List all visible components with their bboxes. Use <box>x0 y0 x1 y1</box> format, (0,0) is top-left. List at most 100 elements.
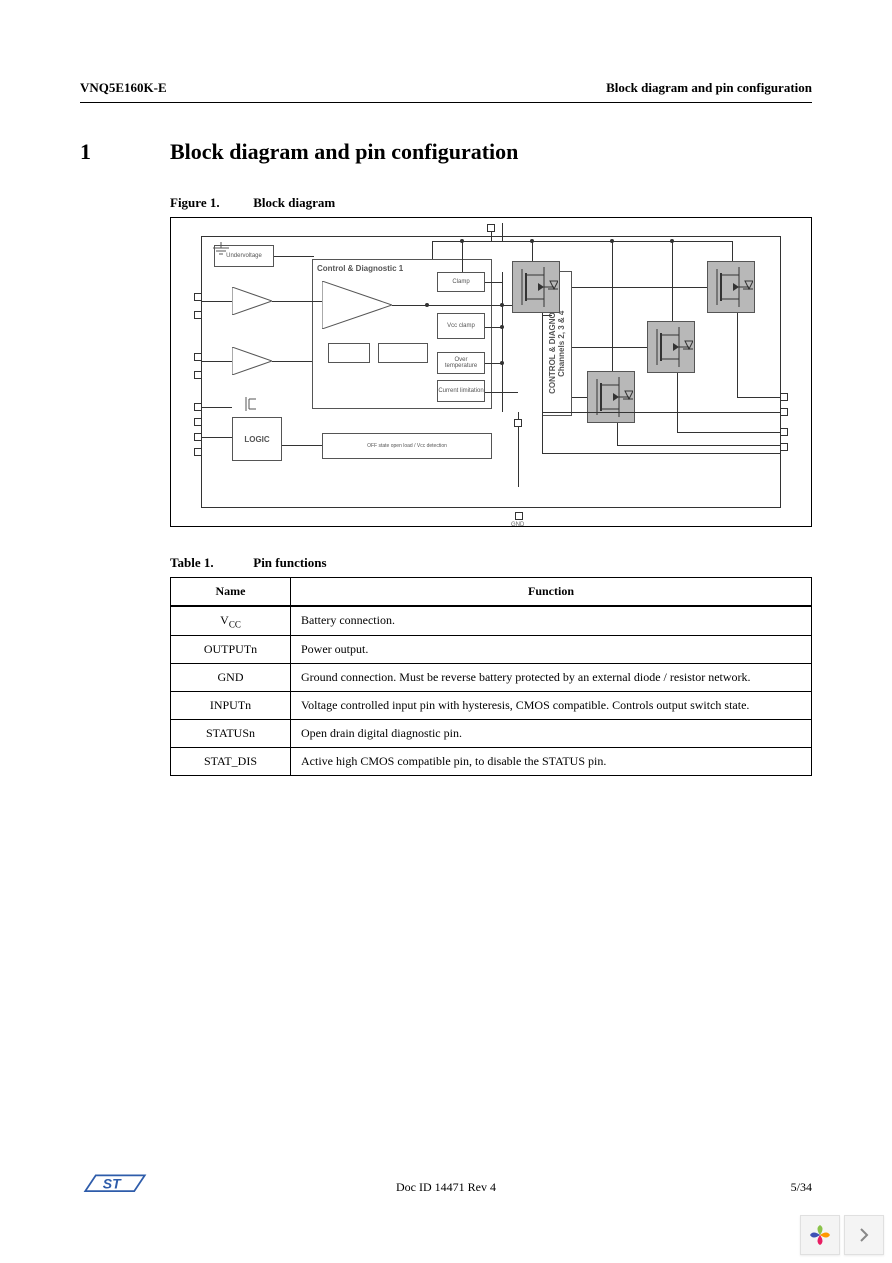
pin-func: Open drain digital diagnostic pin. <box>291 720 812 748</box>
pad-st4 <box>194 448 202 456</box>
diagram-line <box>542 315 552 316</box>
pin-name: OUTPUTn <box>171 636 291 664</box>
buffer-icon <box>232 287 272 315</box>
control-diag-label: Control & Diagnostic 1 <box>317 264 403 273</box>
ground-icon <box>211 242 231 256</box>
gnd-pad <box>515 512 523 520</box>
pad-in3 <box>194 353 202 361</box>
table-row: STATUSn Open drain digital diagnostic pi… <box>171 720 812 748</box>
petal-icon <box>809 1224 831 1246</box>
pin-func: Battery connection. <box>291 606 812 636</box>
pad-st1 <box>194 403 202 411</box>
block-diagram: Undervoltage Control & Diagnostic 1 Clam… <box>170 217 812 527</box>
diagram-line <box>737 313 738 398</box>
section-number: 1 <box>80 139 170 165</box>
vcc-pad-top <box>487 224 495 232</box>
table-row: VCC Battery connection. <box>171 606 812 636</box>
figure-title: Block diagram <box>253 195 335 210</box>
diagram-line <box>617 445 780 446</box>
next-page-button[interactable] <box>844 1215 884 1255</box>
table-title: Pin functions <box>253 555 326 570</box>
pin-name-text: V <box>220 613 229 627</box>
pin-name: INPUTn <box>171 692 291 720</box>
diagram-line <box>202 361 232 362</box>
mosfet-block-1 <box>512 261 560 313</box>
diagram-line <box>677 373 678 433</box>
diagram-line <box>502 223 503 241</box>
block-overtemp: Over temperature <box>437 352 485 374</box>
table-row: GND Ground connection. Must be reverse b… <box>171 664 812 692</box>
table-label: Table 1. <box>170 555 250 571</box>
block-current-lim: Current limitation <box>437 380 485 402</box>
pin-func: Power output. <box>291 636 812 664</box>
page: VNQ5E160K-E Block diagram and pin config… <box>0 0 892 1263</box>
mosfet-icon <box>709 263 753 311</box>
st-logo: ST <box>80 1171 150 1203</box>
page-footer: ST Doc ID 14471 Rev 4 5/34 <box>80 1171 812 1203</box>
diagram-line <box>542 412 780 413</box>
section-title: Block diagram and pin configuration <box>170 139 518 165</box>
pin-functions-table: Name Function VCC Battery connection. OU… <box>170 577 812 776</box>
diagram-line <box>737 397 780 398</box>
pin-name: STAT_DIS <box>171 748 291 776</box>
pin-name: GND <box>171 664 291 692</box>
pin-name: STATUSn <box>171 720 291 748</box>
pad-st3 <box>194 433 202 441</box>
node-dot <box>425 303 429 307</box>
page-header: VNQ5E160K-E Block diagram and pin config… <box>80 80 812 103</box>
mosfet-icon <box>589 373 633 421</box>
mosfet-block-3 <box>647 321 695 373</box>
block-openload-b <box>378 343 428 363</box>
diagram-line <box>202 301 232 302</box>
diagram-line <box>485 392 518 393</box>
block-vcc-limit: Vcc clamp <box>437 313 485 339</box>
mosfet-block-4 <box>587 371 635 423</box>
table-body: VCC Battery connection. OUTPUTn Power ou… <box>171 606 812 776</box>
diagram-line <box>274 256 314 257</box>
table-row: OUTPUTn Power output. <box>171 636 812 664</box>
block-off-diag: OFF state open load / Vcc detection <box>322 433 492 459</box>
table-row: INPUTn Voltage controlled input pin with… <box>171 692 812 720</box>
pad-out2 <box>780 408 788 416</box>
gnd-label: GND <box>511 522 524 528</box>
buffer-icon <box>232 347 272 375</box>
diagram-line <box>202 407 232 408</box>
figure-label: Figure 1. <box>170 195 250 211</box>
diagram-inner: Undervoltage Control & Diagnostic 1 Clam… <box>201 236 781 508</box>
pad-in2 <box>194 311 202 319</box>
svg-text:ST: ST <box>103 1176 122 1192</box>
pin-func: Active high CMOS compatible pin, to disa… <box>291 748 812 776</box>
pad-in4 <box>194 371 202 379</box>
gnd-pad-inner <box>514 419 522 427</box>
diagram-line <box>542 453 780 454</box>
pin-func: Voltage controlled input pin with hyster… <box>291 692 812 720</box>
diagram-line <box>462 241 463 272</box>
doc-id: Doc ID 14471 Rev 4 <box>396 1180 496 1195</box>
diagram-line <box>572 347 647 348</box>
thumb-color-icon[interactable] <box>800 1215 840 1255</box>
thumb-nav <box>800 1215 884 1255</box>
mosfet-block-2 <box>707 261 755 313</box>
block-clamp: Clamp <box>437 272 485 292</box>
diagram-line <box>485 282 502 283</box>
header-left: VNQ5E160K-E <box>80 80 167 96</box>
figure-caption: Figure 1. Block diagram <box>170 195 812 211</box>
block-openload-a <box>328 343 370 363</box>
diagram-line <box>672 241 673 321</box>
chevron-right-icon <box>858 1228 870 1242</box>
col-name: Name <box>171 578 291 607</box>
diagram-line <box>612 241 613 371</box>
diagram-line <box>272 301 322 302</box>
col-function: Function <box>291 578 812 607</box>
pin-func: Ground connection. Must be reverse batte… <box>291 664 812 692</box>
diagram-line <box>732 241 733 261</box>
header-right: Block diagram and pin configuration <box>606 80 812 96</box>
diagram-line <box>677 432 780 433</box>
pad-out4 <box>780 443 788 451</box>
pad-st2 <box>194 418 202 426</box>
node-dot <box>500 325 504 329</box>
diagram-line <box>282 445 322 446</box>
page-number: 5/34 <box>791 1180 812 1195</box>
diagram-line <box>272 361 312 362</box>
pad-in1 <box>194 293 202 301</box>
